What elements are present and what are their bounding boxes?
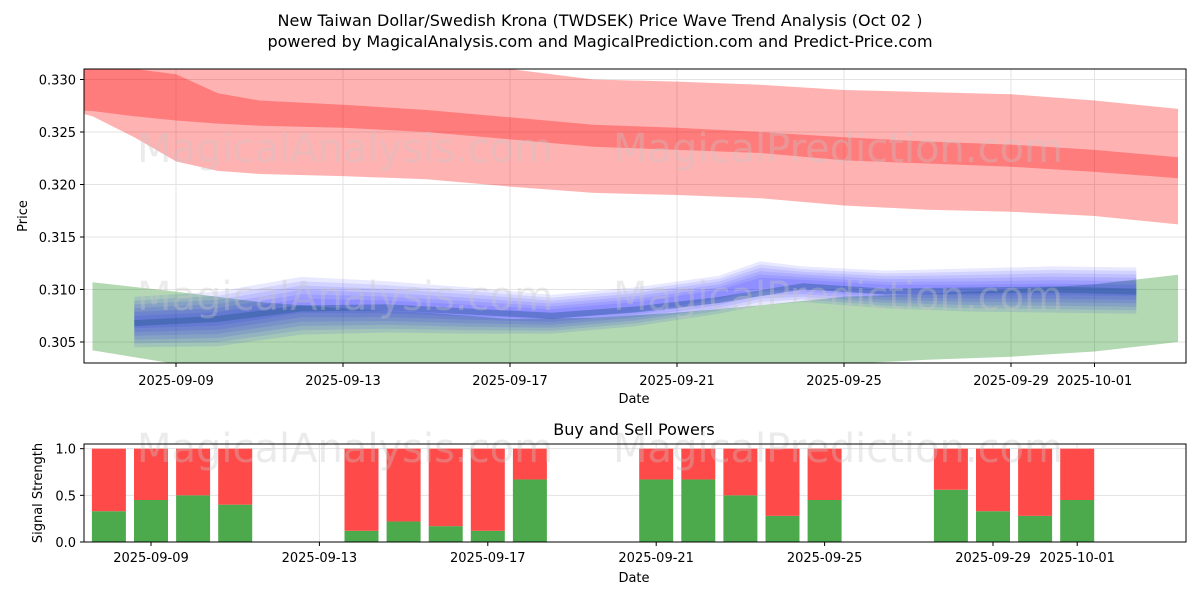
watermark-left-mid: MagicalAnalysis.com [137, 274, 553, 320]
red-inner-band [84, 69, 1178, 179]
price-ytick-label: 0.320 [39, 179, 76, 194]
price-xtick-label: 2025-09-17 [472, 374, 548, 389]
sell-bar [386, 448, 421, 522]
sell-bar [976, 448, 1010, 512]
price-xtick-label: 2025-09-21 [639, 374, 715, 389]
price-xtick-label: 2025-09-13 [305, 374, 381, 389]
sell-bar [344, 448, 379, 531]
price-ticks: 0.305 0.310 0.315 0.320 0.325 0.330 2025-09-09… [39, 74, 1133, 390]
signal-panel: Buy and Sell Powers MagicalAnalysis.com … [31, 420, 1187, 586]
price-ytick-label: 0.310 [39, 284, 76, 299]
price-axes-frame [83, 68, 1187, 364]
signal-ytick-label: 0.5 [55, 489, 76, 504]
blue-wave-layer [134, 274, 1137, 333]
red-outer-band [84, 69, 1178, 225]
chart-title-line2: powered by MagicalAnalysis.com and Magic… [267, 32, 932, 51]
signal-xtick-label: 2025-09-21 [618, 551, 694, 566]
sell-bar [723, 448, 758, 496]
blue-wave-layer [134, 267, 1137, 340]
signal-xtick-label: 2025-09-17 [450, 551, 526, 566]
buy-bar [807, 500, 842, 542]
buy-bar [1018, 515, 1053, 542]
sell-bar [681, 448, 716, 480]
signal-title: Buy and Sell Powers [553, 420, 715, 439]
blue-wave-layer [134, 271, 1137, 336]
sell-bar [176, 448, 211, 496]
buy-bar [344, 530, 379, 542]
price-grid [84, 69, 1186, 363]
blue-wave-layer [134, 264, 1137, 344]
chart-title-line1: New Taiwan Dollar/Swedish Krona (TWDSEK)… [278, 11, 923, 30]
signal-xtick-label: 2025-09-25 [787, 551, 863, 566]
price-ytick-label: 0.325 [39, 126, 76, 141]
sell-bar [1060, 448, 1095, 500]
buy-bar [428, 526, 463, 542]
signal-ytick-label: 0.0 [55, 536, 76, 551]
buy-bar [176, 495, 211, 542]
signal-ylabel: Signal Strength [31, 443, 46, 543]
buy-bar [681, 479, 716, 542]
price-xtick-label: 2025-09-29 [973, 374, 1049, 389]
sell-bar [807, 448, 842, 500]
buy-bar [512, 479, 547, 542]
signal-ticks: 0.0 0.5 1.0 2025-09-09 2025-09-13 2025-09-17 2… [55, 443, 1115, 566]
signal-xtick-label: 2025-09-09 [113, 551, 189, 566]
sell-bar [91, 448, 126, 512]
watermark-left-bottom: MagicalAnalysis.com [137, 426, 553, 472]
watermark-right-bottom: MagicalPrediction.com [613, 426, 1063, 472]
price-xlabel: Date [618, 392, 649, 407]
sell-bar [470, 448, 505, 531]
sell-bar [1018, 448, 1053, 516]
price-xtick-label: 2025-09-25 [806, 374, 882, 389]
green-band [92, 274, 1178, 363]
buy-bar [765, 515, 800, 542]
price-ytick-label: 0.330 [39, 74, 76, 89]
signal-bars [91, 448, 1095, 542]
signal-xlabel: Date [618, 571, 649, 586]
price-series [84, 69, 1178, 363]
blue-center-line [134, 283, 1137, 327]
price-ylabel: Price [16, 200, 31, 232]
sell-bar [639, 448, 674, 480]
watermark-right-top: MagicalPrediction.com [613, 126, 1063, 172]
buy-bar [976, 511, 1010, 542]
buy-bar [218, 504, 253, 542]
price-panel: MagicalAnalysis.com MagicalPrediction.co… [16, 68, 1187, 407]
signal-xtick-label: 2025-09-13 [282, 551, 358, 566]
price-ytick-label: 0.305 [39, 336, 76, 351]
buy-bar [1060, 500, 1095, 542]
buy-bar [91, 511, 126, 542]
buy-bar [723, 495, 758, 542]
buy-bar [639, 479, 674, 542]
blue-wave-layer [134, 261, 1137, 348]
buy-bar [933, 489, 968, 542]
signal-xtick-label: 2025-09-29 [955, 551, 1031, 566]
signal-xtick-label: 2025-10-01 [1039, 551, 1115, 566]
price-xtick-label: 2025-10-01 [1057, 374, 1133, 389]
sell-bar [134, 448, 168, 500]
sell-bar [512, 448, 547, 480]
signal-axes-frame [83, 443, 1187, 543]
watermark-right-mid: MagicalPrediction.com [613, 274, 1063, 320]
sell-bar [933, 448, 968, 490]
sell-bar [428, 448, 463, 527]
signal-ytick-label: 1.0 [55, 443, 76, 458]
price-xtick-label: 2025-09-09 [138, 374, 214, 389]
blue-wave-layer [134, 277, 1137, 329]
buy-bar [134, 500, 168, 542]
buy-bar [470, 530, 505, 542]
buy-bar [386, 521, 421, 542]
watermark-left-top: MagicalAnalysis.com [137, 126, 553, 172]
price-ytick-label: 0.315 [39, 231, 76, 246]
sell-bar [765, 448, 800, 516]
sell-bar [218, 448, 253, 505]
